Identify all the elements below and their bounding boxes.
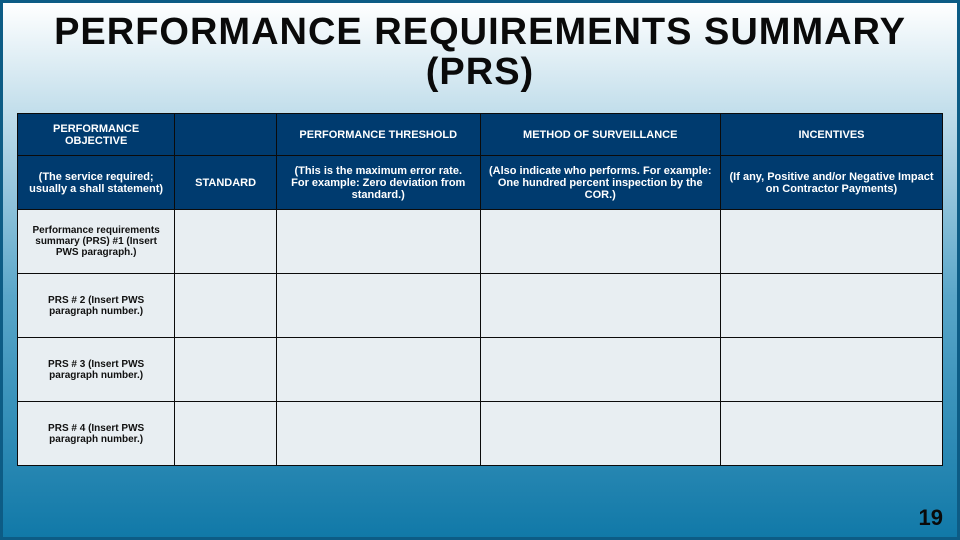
row-cell bbox=[277, 338, 481, 402]
row-cell bbox=[721, 338, 943, 402]
prs-table-wrap: PERFORMANCE OBJECTIVE PERFORMANCE THRESH… bbox=[17, 113, 943, 466]
slide-title: PERFORMANCE REQUIREMENTS SUMMARY (PRS) bbox=[3, 3, 957, 93]
header-standard-blank bbox=[175, 114, 277, 156]
row-label: Performance requirements summary (PRS) #… bbox=[18, 210, 175, 274]
row-cell bbox=[277, 402, 481, 466]
row-cell bbox=[175, 402, 277, 466]
table-header-row: PERFORMANCE OBJECTIVE PERFORMANCE THRESH… bbox=[18, 114, 943, 156]
table-row: PRS # 2 (Insert PWS paragraph number.) bbox=[18, 274, 943, 338]
row-cell bbox=[480, 274, 721, 338]
row-label: PRS # 3 (Insert PWS paragraph number.) bbox=[18, 338, 175, 402]
row-cell bbox=[721, 274, 943, 338]
subheader-incentives: (If any, Positive and/or Negative Impact… bbox=[721, 156, 943, 210]
row-cell bbox=[480, 402, 721, 466]
row-label: PRS # 4 (Insert PWS paragraph number.) bbox=[18, 402, 175, 466]
row-cell bbox=[721, 210, 943, 274]
row-cell bbox=[480, 210, 721, 274]
subheader-threshold: (This is the maximum error rate. For exa… bbox=[277, 156, 481, 210]
header-incentives: INCENTIVES bbox=[721, 114, 943, 156]
row-cell bbox=[721, 402, 943, 466]
title-line-1: PERFORMANCE REQUIREMENTS SUMMARY bbox=[3, 13, 957, 53]
row-label: PRS # 2 (Insert PWS paragraph number.) bbox=[18, 274, 175, 338]
row-cell bbox=[277, 210, 481, 274]
subheader-objective: (The service required; usually a shall s… bbox=[18, 156, 175, 210]
header-performance-threshold: PERFORMANCE THRESHOLD bbox=[277, 114, 481, 156]
subheader-surveillance: (Also indicate who performs. For example… bbox=[480, 156, 721, 210]
prs-table: PERFORMANCE OBJECTIVE PERFORMANCE THRESH… bbox=[17, 113, 943, 466]
subheader-standard: STANDARD bbox=[175, 156, 277, 210]
slide: PERFORMANCE REQUIREMENTS SUMMARY (PRS) P… bbox=[0, 0, 960, 540]
header-performance-objective: PERFORMANCE OBJECTIVE bbox=[18, 114, 175, 156]
row-cell bbox=[175, 274, 277, 338]
row-cell bbox=[175, 210, 277, 274]
title-line-2: (PRS) bbox=[3, 53, 957, 93]
table-subheader-row: (The service required; usually a shall s… bbox=[18, 156, 943, 210]
header-method-of-surveillance: METHOD OF SURVEILLANCE bbox=[480, 114, 721, 156]
table-row: Performance requirements summary (PRS) #… bbox=[18, 210, 943, 274]
row-cell bbox=[277, 274, 481, 338]
row-cell bbox=[480, 338, 721, 402]
table-row: PRS # 4 (Insert PWS paragraph number.) bbox=[18, 402, 943, 466]
table-row: PRS # 3 (Insert PWS paragraph number.) bbox=[18, 338, 943, 402]
page-number: 19 bbox=[919, 505, 943, 531]
row-cell bbox=[175, 338, 277, 402]
